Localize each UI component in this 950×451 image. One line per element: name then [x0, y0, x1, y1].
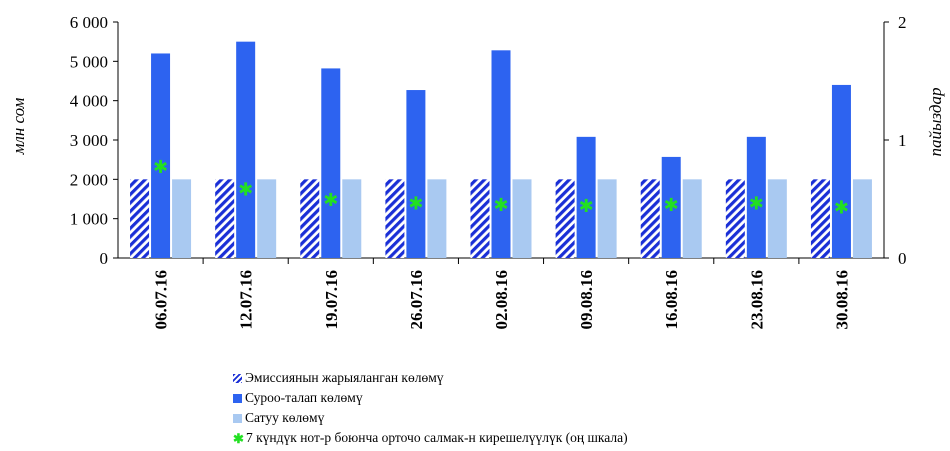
bar-emission: [130, 179, 150, 258]
x-tick-label: 23.08.16: [747, 270, 766, 330]
y-tick-right-label: 0: [898, 249, 907, 268]
bar-sales: [852, 179, 872, 258]
x-tick-label: 02.08.16: [492, 270, 511, 330]
legend-item-yield: ✱ 7 күндүк нот-р боюнча орточо салмак-н …: [233, 428, 628, 448]
yield-marker: ✱: [238, 180, 253, 201]
legend-swatch-emission: [233, 373, 242, 383]
bar-sales: [257, 179, 277, 258]
legend-swatch-sales: [233, 413, 242, 423]
legend: Эмиссиянын жарыяланган көлөмү Суроо-тала…: [233, 368, 628, 448]
y-tick-left-label: 0: [100, 249, 109, 268]
bar-demand: [576, 136, 596, 258]
legend-item-demand: Суроо-талап көлөмү: [233, 388, 628, 408]
bar-demand: [236, 41, 256, 258]
y-axis-left-title: млн сом: [9, 97, 28, 155]
legend-label-emission: Эмиссиянын жарыяланган көлөмү: [245, 370, 444, 385]
legend-star-icon: ✱: [233, 430, 244, 446]
x-tick-label: 06.07.16: [152, 270, 171, 330]
y-tick-right-label: 1: [898, 131, 907, 150]
x-tick-label: 09.08.16: [577, 270, 596, 330]
bar-demand: [321, 68, 341, 258]
bar-emission: [215, 179, 235, 258]
bar-emission: [810, 179, 830, 258]
legend-label-sales: Сатуу көлөмү: [245, 410, 325, 425]
x-tick-label: 12.07.16: [237, 270, 256, 330]
y-tick-right-label: 2: [898, 13, 907, 32]
yield-marker: ✱: [749, 194, 764, 215]
yield-marker: ✱: [834, 197, 849, 218]
x-tick-label: 30.08.16: [832, 270, 851, 330]
bar-demand: [746, 136, 766, 258]
legend-label-demand: Суроо-талап көлөмү: [245, 390, 363, 405]
bar-demand: [151, 53, 171, 258]
bar-emission: [385, 179, 405, 258]
yield-marker: ✱: [323, 190, 338, 211]
yield-marker: ✱: [493, 195, 508, 216]
y-tick-left-label: 6 000: [70, 13, 108, 32]
bar-demand: [661, 156, 681, 258]
bar-sales: [767, 179, 787, 258]
legend-item-sales: Сатуу көлөмү: [233, 408, 628, 428]
bar-emission: [470, 179, 490, 258]
bar-sales: [172, 179, 192, 258]
bar-sales: [427, 179, 447, 258]
x-tick-label: 26.07.16: [407, 270, 426, 330]
y-tick-left-label: 3 000: [70, 131, 108, 150]
bar-emission: [555, 179, 575, 258]
y-tick-left-label: 5 000: [70, 52, 108, 71]
bar-demand: [491, 50, 511, 258]
legend-label-yield: 7 күндүк нот-р боюнча орточо салмак-н ки…: [246, 430, 628, 445]
x-tick-label: 16.08.16: [662, 270, 681, 330]
legend-item-emission: Эмиссиянын жарыяланган көлөмү: [233, 368, 628, 388]
bar-sales: [682, 179, 702, 258]
y-axis-right-title: пайыздар: [926, 87, 945, 156]
legend-swatch-demand: [233, 393, 242, 403]
x-tick-label: 19.07.16: [322, 270, 341, 330]
yield-marker: ✱: [579, 196, 594, 217]
bar-demand: [406, 90, 426, 259]
bar-emission: [640, 179, 660, 258]
y-tick-left-label: 4 000: [70, 92, 108, 111]
bar-emission: [300, 179, 320, 258]
yield-marker: ✱: [153, 157, 168, 178]
yield-marker: ✱: [408, 194, 423, 215]
y-tick-left-label: 1 000: [70, 210, 108, 229]
bar-sales: [512, 179, 532, 258]
bar-emission: [725, 179, 745, 258]
bar-sales: [597, 179, 617, 258]
y-tick-left-label: 2 000: [70, 170, 108, 189]
bar-sales: [342, 179, 362, 258]
yield-marker: ✱: [664, 195, 679, 216]
bar-demand: [831, 84, 851, 258]
